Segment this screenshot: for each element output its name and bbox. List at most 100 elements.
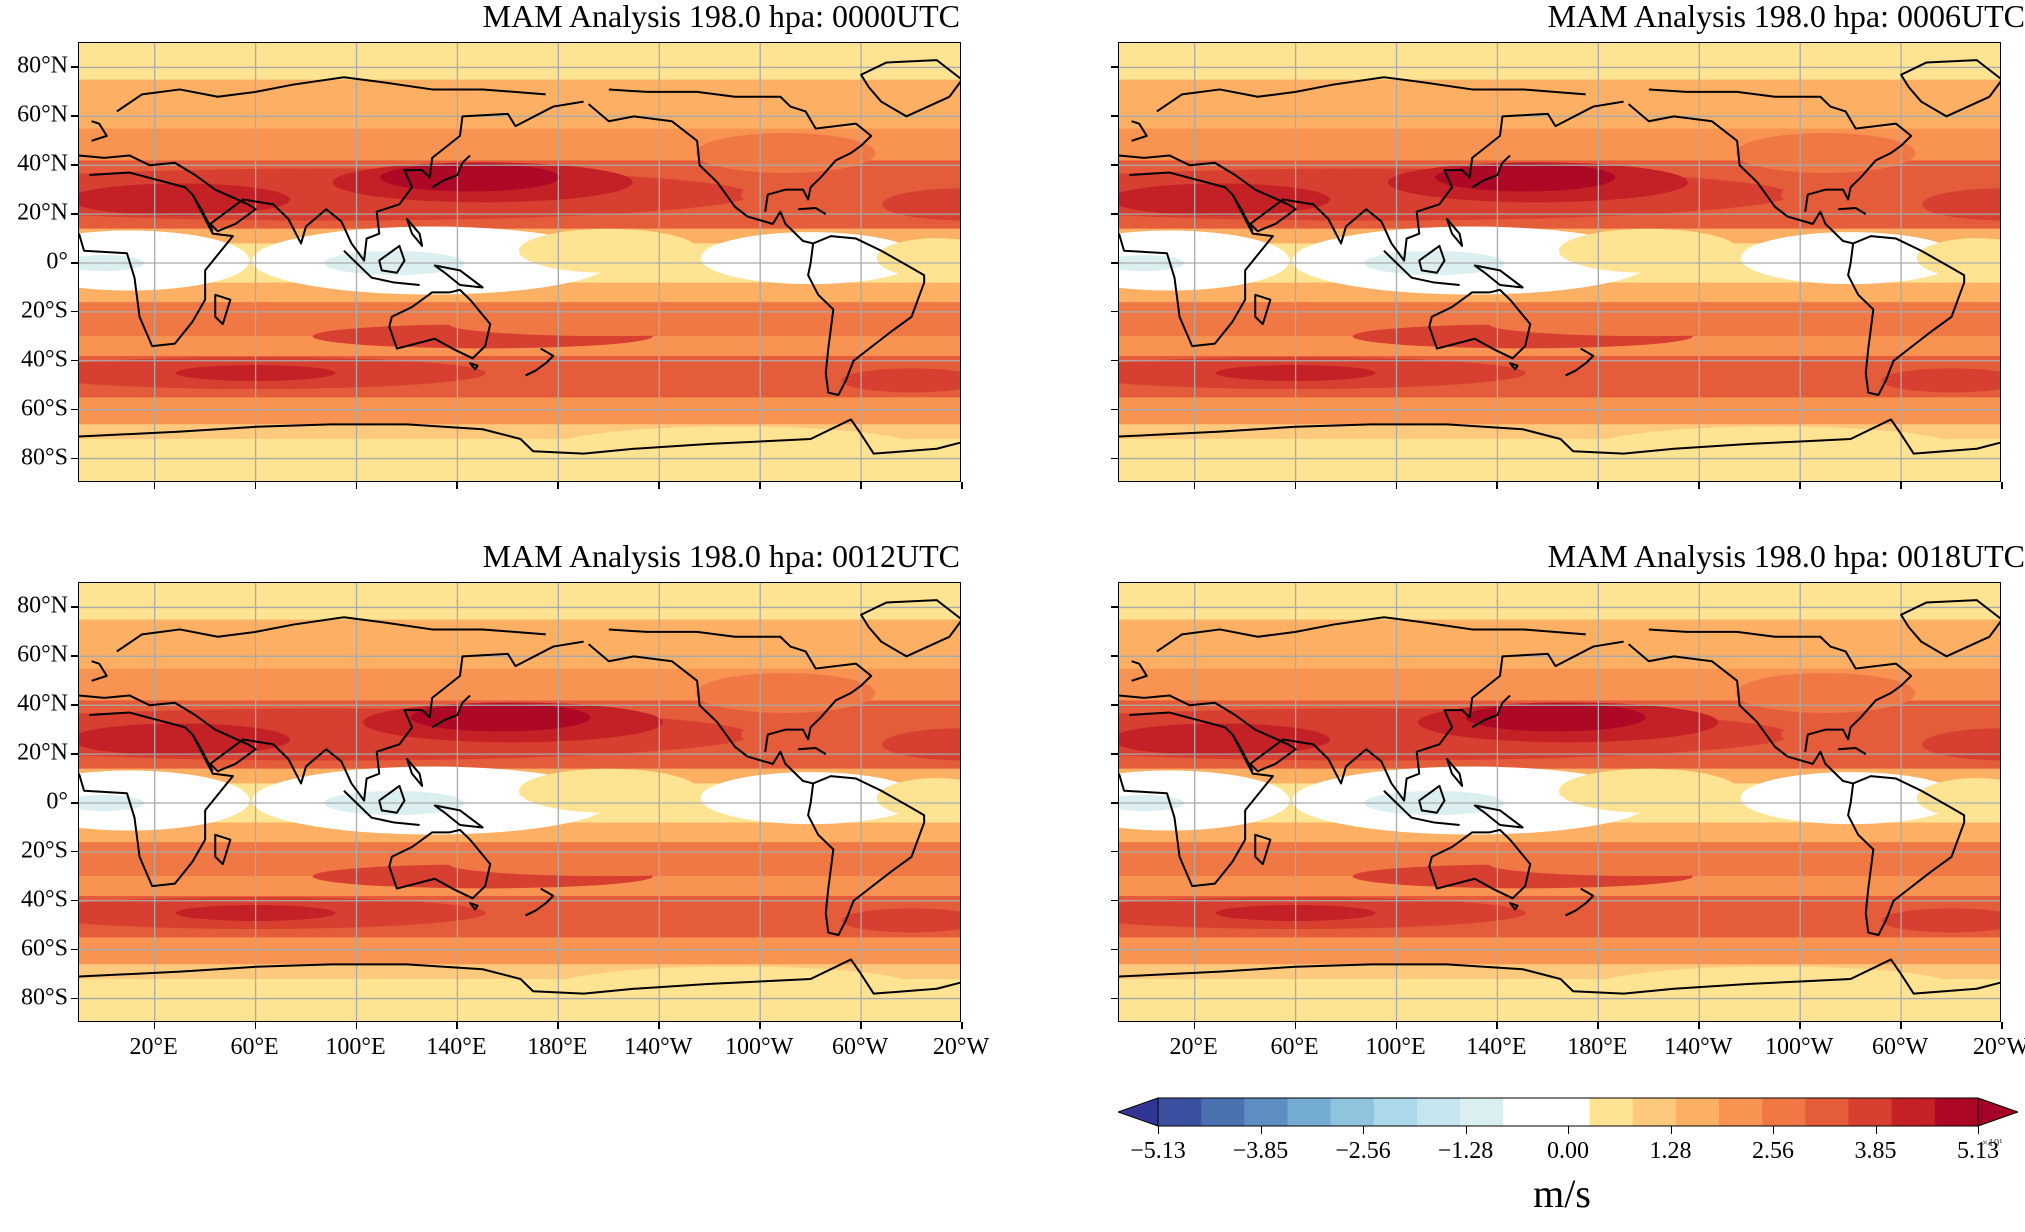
colorbar-tick [1875,1126,1877,1134]
latitude-label: 80°N [17,52,68,79]
colorbar-extend-low [1118,1097,1159,1127]
coastline-south-america [807,235,926,396]
panel-title: MAM Analysis 198.0 hpa: 0012UTC [482,538,960,574]
latitude-label: 40°N [17,690,68,717]
coastline-africa [1119,171,1274,348]
longitude-tick [456,482,458,489]
latitude-label: 80°N [17,592,68,619]
longitude-tick [557,482,559,489]
longitude-tick [355,1022,357,1029]
calm-zone [79,770,250,831]
coastline-red-sea [1231,194,1254,232]
latitude-label: 60°N [17,101,68,128]
coastline-north-america-west [587,103,814,245]
longitude-label: 100°W [1765,1034,1834,1060]
wind-contour [1594,426,1955,467]
colorbar-segment [1460,1098,1504,1126]
longitude-tick [1900,1022,1902,1029]
wind-band [1119,822,2000,843]
coastline-antarctica [1119,958,2000,995]
colorbar-segment [1244,1098,1288,1126]
longitude-tick [1294,482,1297,489]
coastline-madagascar [214,833,232,866]
longitude-tick [1900,482,1902,489]
coastline-north-america-west [587,643,814,785]
coastline-new-zealand [525,347,555,377]
coastline-south-america [1847,235,1966,396]
panel-title: MAM Analysis 198.0 hpa: 0006UTC [1547,0,2025,34]
map-panel-0006utc: MAM Analysis 198.0 hpa: 0006UTC [1100,0,2025,490]
latitude-label: 80°S [21,444,68,471]
coastline-eurasia [79,100,584,262]
panel-title: MAM Analysis 198.0 hpa: 0018UTC [1547,538,2025,574]
coastline-arctic [116,616,546,653]
colorbar-segment [1287,1098,1332,1126]
longitude-label: 60°W [831,1034,889,1060]
wind-contour [554,426,915,467]
latitude-tick [71,310,78,313]
latitude-tick [1111,899,1118,902]
longitude-tick [1597,482,1599,489]
colorbar-tick [1670,1126,1672,1134]
map-panel-0012utc: MAM Analysis 198.0 hpa: 0012UTC 80°N 60°N… [0,538,989,1080]
coastline-antarctica [79,958,960,995]
wind-band [79,397,960,425]
wind-contour [882,728,960,761]
coastline-borneo [378,244,406,274]
coastline-philippines [1445,218,1464,247]
latitude-tick [71,997,78,1000]
longitude-tick [355,482,357,489]
longitude-label: 140°W [624,1034,693,1060]
coastline-greenland [1900,59,2000,118]
colorbar-segment [1719,1098,1763,1126]
latitude-tick [1111,850,1118,853]
longitude-tick [860,1022,862,1029]
coastline-indonesia [1383,250,1460,286]
latitude-tick [1111,213,1118,215]
colorbar-tick [1363,1126,1365,1134]
latitude-tick [1111,704,1118,706]
coastline-new-guinea [1473,804,1524,829]
longitude-tick [860,482,862,489]
latitude-tick [71,164,78,166]
calm-zone [1119,230,1290,291]
calm-zone [79,230,250,291]
coastline-madagascar [214,293,232,326]
latitude-tick [71,606,78,608]
wind-band [1119,937,2000,965]
latitude-tick [71,753,78,755]
wind-contour [1916,778,2000,819]
colorbar-tick-label: 2.56 [1752,1138,1794,1164]
latitude-tick [1111,310,1118,313]
latitude-tick [71,850,78,853]
latitude-tick [71,948,78,951]
wind-contour [448,312,769,337]
longitude-tick [1395,482,1397,489]
coastline-south-america [1847,775,1966,936]
longitude-label: 20°E [1169,1034,1218,1060]
latitude-tick [71,359,78,362]
colorbar-tick-label: −3.85 [1232,1138,1289,1164]
coastline-eurasia [1119,100,1624,262]
colorbar-segment [1805,1098,1850,1126]
coastline-eurasia [1119,640,1624,802]
coastline-borneo [1418,784,1446,814]
wind-contour [518,768,699,813]
wind-band [1119,282,2000,303]
longitude-label: 100°E [325,1034,386,1060]
wind-contour [448,852,769,877]
latitude-tick [71,655,78,657]
latitude-tick [71,802,78,804]
coastline-red-sea [191,194,214,232]
wind-contour [79,723,290,756]
wind-contour [1916,238,2000,279]
coastline-antarctica [79,418,960,455]
longitude-tick [153,482,156,489]
longitude-label: 100°E [1365,1034,1426,1060]
colorbar-tick [1465,1126,1467,1134]
wind-contour [1564,43,1885,73]
coastline-australia [388,828,492,900]
wind-contour [695,673,876,713]
coastline-red-sea [1231,734,1254,772]
longitude-tick [961,482,963,489]
